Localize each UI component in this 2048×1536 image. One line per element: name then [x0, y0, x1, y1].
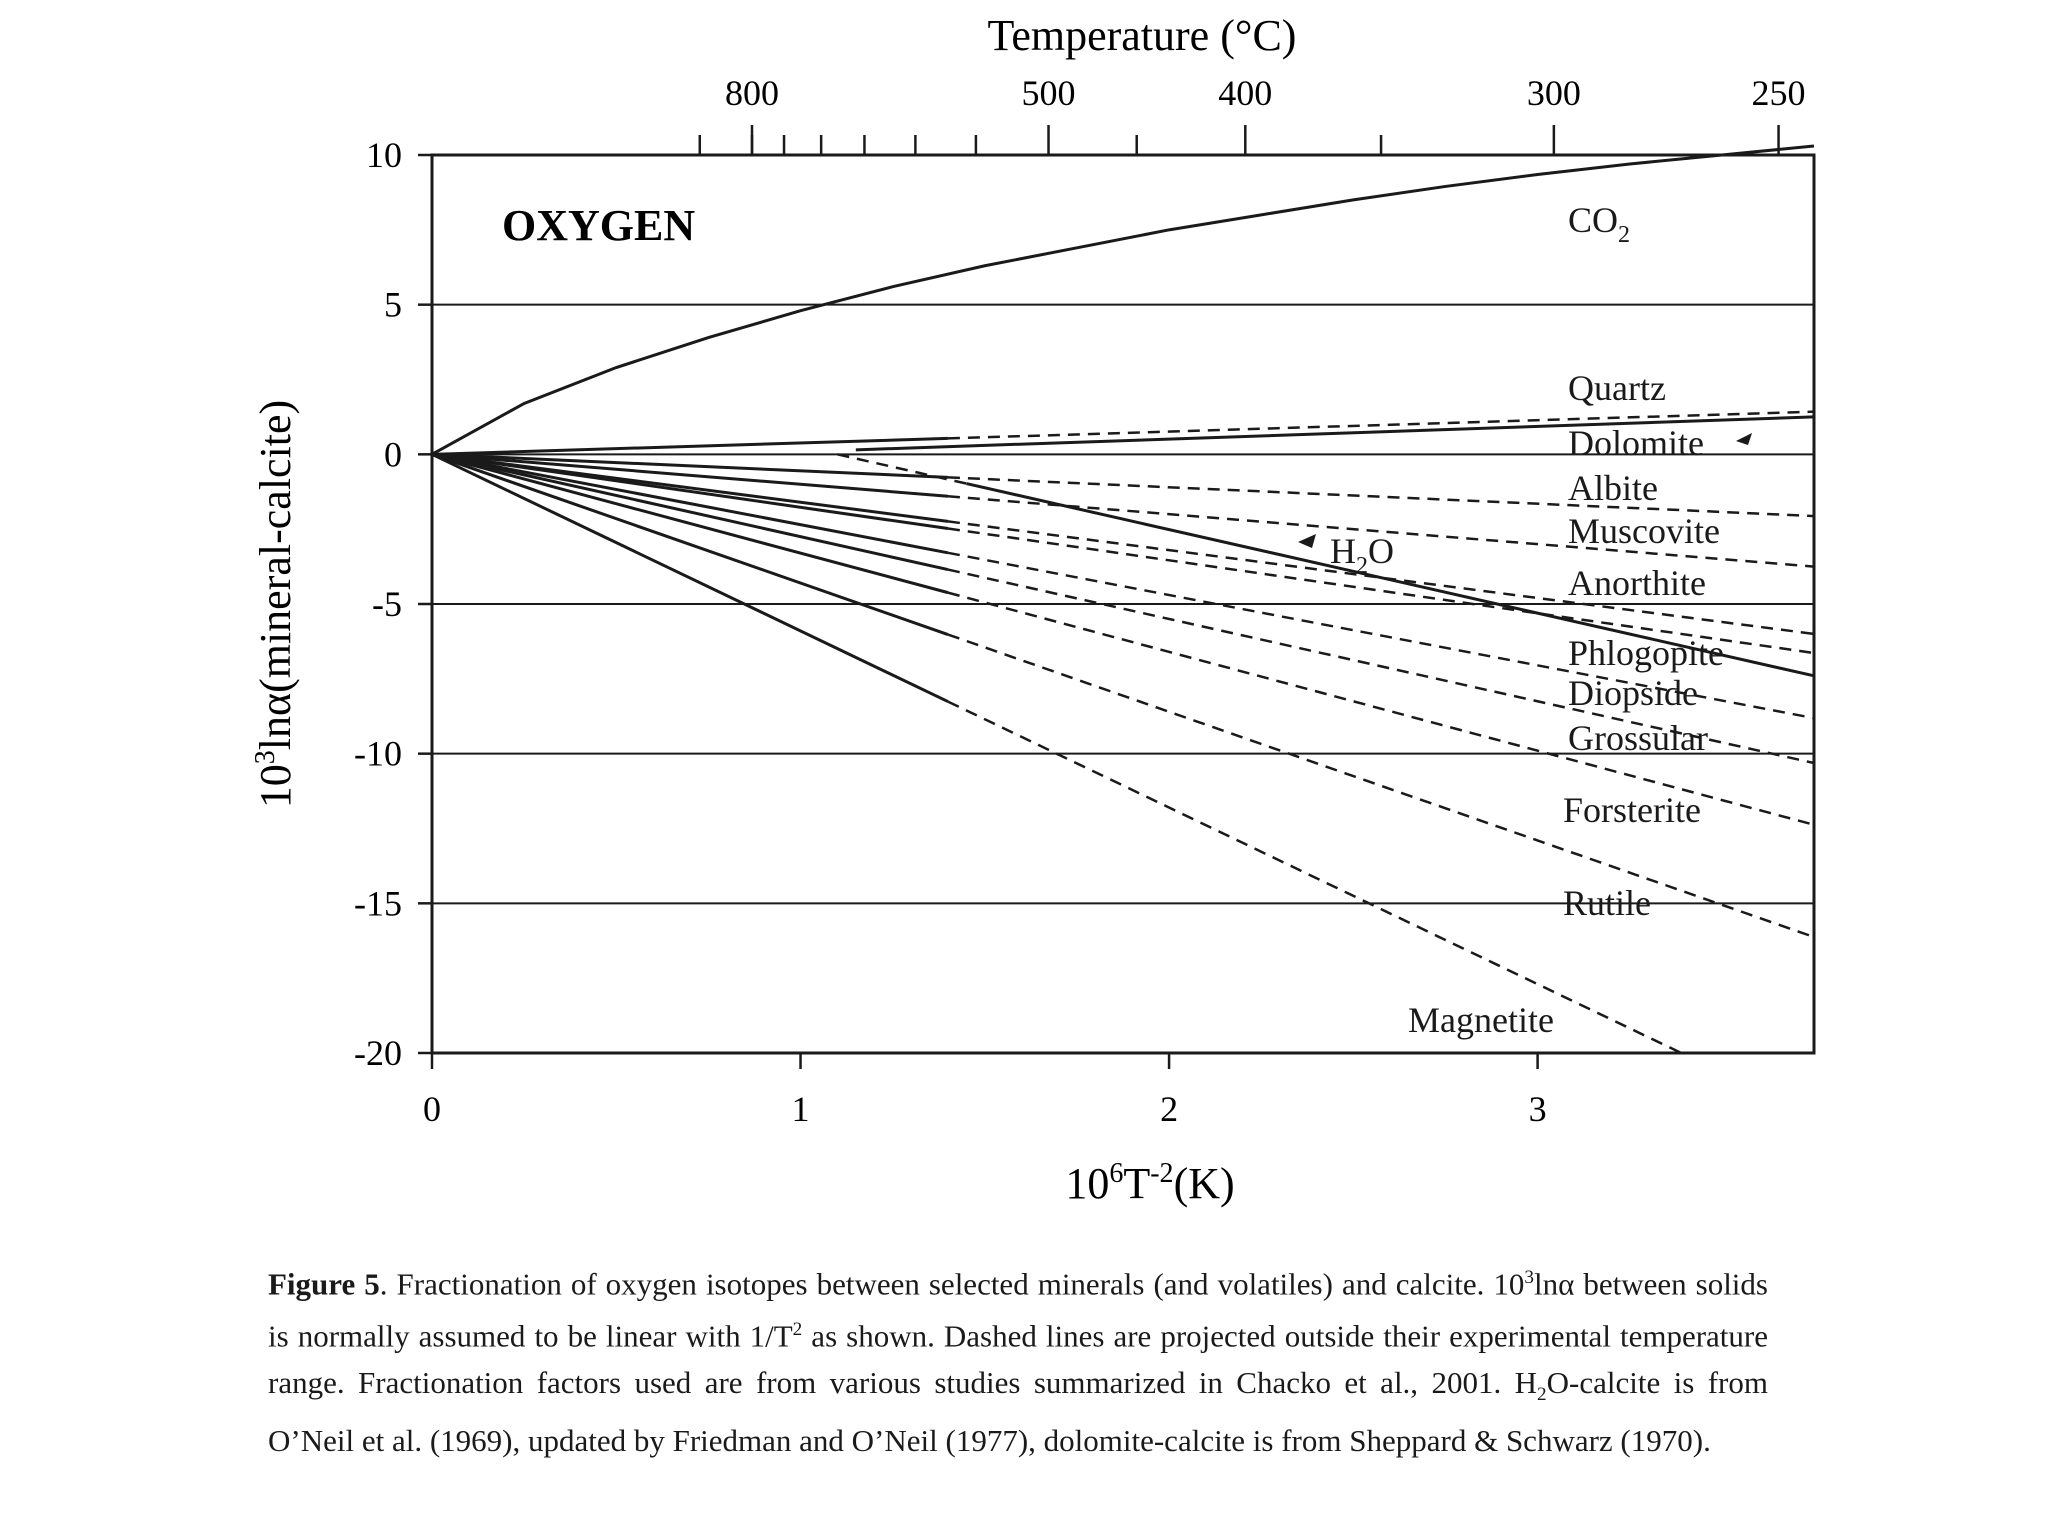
top-tick-label: 250 — [1752, 73, 1806, 113]
y-axis-ticks: 10 5 0 -5 -10 -15 -20 — [354, 135, 432, 1073]
series-labels: CO2 Quartz Dolomite Albite H2O Muscovite… — [1330, 200, 1724, 1040]
series-label-albite: Albite — [1568, 468, 1658, 508]
fractionation-chart: Temperature (°C) 10 5 0 -5 -10 -15 -20 0 1 2 3 80… — [250, 11, 1816, 1208]
series-diopside-solid — [431, 452, 949, 555]
series-label-rutile: Rutile — [1563, 883, 1651, 923]
figure-caption: Figure 5. Fractionation of oxygen isotop… — [268, 1255, 1768, 1464]
top-tick-label: 800 — [725, 73, 779, 113]
dolomite-pointer-arrow — [1736, 433, 1752, 445]
caption-text-3: as shown. Dashed lines are projected out… — [268, 1318, 1768, 1400]
series-label-magnetite: Magnetite — [1408, 1000, 1554, 1040]
y-axis-title: 103lnα(mineral-calcite) — [250, 400, 300, 808]
series-albite-solid — [431, 452, 949, 479]
h2o-pointer-arrow — [1298, 534, 1316, 548]
y-tick-label: -15 — [354, 883, 402, 923]
x-tick-label: 3 — [1529, 1089, 1547, 1129]
caption-figure-label: Figure 5 — [268, 1266, 380, 1302]
series-h2o-dashed — [837, 453, 967, 485]
series-label-grossular: Grossular — [1568, 718, 1708, 758]
series-rutile-solid — [431, 452, 949, 636]
caption-sup-2: 2 — [792, 1319, 803, 1341]
series-label-forsterite: Forsterite — [1563, 790, 1701, 830]
top-tick-label: 400 — [1218, 73, 1272, 113]
series-label-quartz: Quartz — [1568, 368, 1666, 408]
top-tick-label: 300 — [1527, 73, 1581, 113]
series-magnetite-dashed — [947, 700, 1686, 1056]
series-label-co2: CO2 — [1568, 200, 1630, 248]
series-muscovite-dashed — [947, 494, 1815, 568]
series-forsterite-dashed — [947, 591, 1815, 826]
series-label-phlogopite: Phlogopite — [1568, 633, 1724, 673]
series-label-diopside: Diopside — [1568, 673, 1698, 713]
series-lines — [431, 144, 1815, 1056]
series-label-muscovite: Muscovite — [1568, 511, 1720, 551]
series-anorthite-dashed — [947, 520, 1815, 636]
x-tick-label: 0 — [423, 1089, 441, 1129]
series-label-dolomite: Dolomite — [1568, 423, 1704, 463]
y-tick-label: 10 — [366, 135, 402, 175]
top-axis-title: Temperature (°C) — [988, 11, 1297, 60]
x-axis-title: 106T-2(K) — [1065, 1158, 1234, 1208]
x-axis-ticks: 0 1 2 3 — [423, 1053, 1547, 1129]
x-tick-label: 1 — [792, 1089, 810, 1129]
caption-sup-1: 3 — [1524, 1267, 1534, 1288]
series-rutile-dashed — [947, 633, 1815, 939]
panel-label: OXYGEN — [502, 201, 695, 250]
series-co2-line — [431, 144, 1815, 456]
y-tick-label: -20 — [354, 1033, 402, 1073]
x-tick-label: 2 — [1160, 1089, 1178, 1129]
series-dolomite-line — [855, 415, 1815, 452]
y-tick-label: -10 — [354, 734, 402, 774]
series-albite-dashed — [947, 476, 1815, 518]
caption-sub-1: 2 — [1537, 1383, 1547, 1405]
series-quartz-dashed — [947, 410, 1815, 440]
series-phlogopite-solid — [431, 452, 949, 530]
series-forsterite-solid — [431, 452, 949, 595]
series-grossular-solid — [431, 452, 949, 572]
series-diopside-dashed — [947, 551, 1815, 720]
series-quartz-solid — [431, 436, 948, 456]
series-grossular-dashed — [947, 568, 1815, 765]
caption-text-4: O-calcite is from O’Neil et al. (1969), … — [268, 1364, 1768, 1458]
y-tick-label: -5 — [372, 584, 402, 624]
caption-text-2: lnα between solids is normally assumed t… — [268, 1266, 1768, 1354]
series-label-anorthite: Anorthite — [1568, 563, 1706, 603]
top-tick-label: 500 — [1022, 73, 1076, 113]
top-axis-ticks: 800 500 400 300 250 — [698, 73, 1806, 155]
y-tick-label: 0 — [384, 434, 402, 474]
series-muscovite-solid — [431, 452, 949, 498]
series-label-h2o: H2O — [1330, 531, 1394, 579]
series-phlogopite-dashed — [947, 527, 1815, 655]
caption-text-1: . Fractionation of oxygen isotopes betwe… — [379, 1266, 1525, 1302]
y-tick-label: 5 — [384, 285, 402, 325]
series-magnetite-solid — [431, 452, 949, 703]
